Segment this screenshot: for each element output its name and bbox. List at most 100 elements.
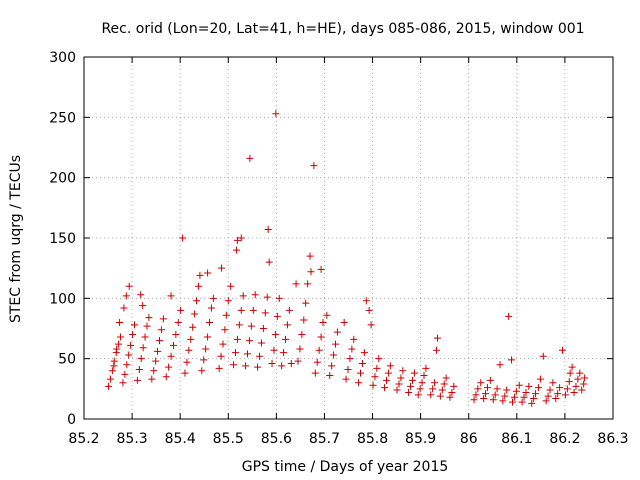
y-tick-label: 100 [49, 291, 76, 307]
y-tick-label: 150 [49, 231, 76, 247]
data-point [566, 369, 574, 377]
data-point [422, 364, 430, 372]
data-point [438, 386, 446, 394]
data-point [157, 326, 165, 334]
data-point [512, 387, 520, 395]
data-point [177, 306, 185, 314]
data-point [221, 326, 229, 334]
data-point [518, 398, 526, 406]
data-point [294, 357, 302, 365]
x-tick-label: 85.7 [309, 431, 340, 447]
data-point [167, 292, 175, 300]
data-point [167, 352, 175, 360]
data-point [395, 380, 403, 388]
data-point [386, 362, 394, 370]
data-point [384, 369, 392, 377]
data-point [165, 363, 173, 371]
data-point [121, 370, 129, 378]
data-point [552, 394, 560, 402]
data-point [382, 376, 390, 384]
data-point [139, 344, 147, 352]
data-point [369, 381, 377, 389]
data-point [159, 315, 167, 323]
data-point [189, 323, 197, 331]
data-point [237, 306, 245, 314]
data-point [310, 162, 318, 170]
data-point [570, 388, 578, 396]
data-point [367, 321, 375, 329]
data-point [108, 367, 116, 375]
data-point [185, 346, 193, 354]
data-point [371, 373, 379, 381]
data-point [530, 394, 538, 402]
data-point [169, 341, 177, 349]
data-point [525, 382, 533, 390]
data-point [544, 392, 552, 400]
data-point [410, 369, 418, 377]
data-point [304, 280, 312, 288]
data-point [503, 386, 511, 394]
x-tick-label: 86.1 [501, 431, 532, 447]
data-point [381, 384, 389, 392]
data-point [152, 357, 160, 365]
data-point [233, 335, 241, 343]
data-point [125, 282, 133, 290]
data-point [196, 271, 204, 279]
y-axis-title: STEC from uqrg / TECUs [8, 155, 24, 323]
data-point [561, 391, 569, 399]
data-point [224, 297, 232, 305]
data-point [496, 361, 504, 369]
data-point [156, 337, 164, 345]
data-point [539, 352, 547, 360]
x-tick-label: 86 [460, 431, 478, 447]
data-point [187, 335, 195, 343]
data-point [200, 356, 208, 364]
data-point [546, 386, 554, 394]
data-point [154, 347, 162, 355]
data-point [245, 337, 253, 345]
data-point [333, 328, 341, 336]
data-point [578, 386, 586, 394]
data-point [493, 385, 501, 393]
data-point [191, 310, 199, 318]
data-point [254, 363, 262, 371]
data-point [174, 318, 182, 326]
data-point [563, 385, 571, 393]
data-point [446, 393, 454, 401]
data-point [227, 282, 235, 290]
data-point [204, 269, 212, 277]
data-point [275, 294, 283, 302]
data-point [231, 349, 239, 357]
data-point [520, 393, 528, 401]
data-point [418, 379, 426, 387]
x-tick-label: 86.2 [549, 431, 580, 447]
data-point [265, 258, 273, 266]
data-point [120, 304, 128, 312]
grid-lines [84, 57, 613, 419]
data-point [505, 312, 513, 320]
x-tick-label: 85.4 [165, 431, 196, 447]
data-point [233, 236, 241, 244]
data-point [139, 302, 147, 310]
data-point [433, 334, 441, 342]
y-tick-label: 250 [49, 110, 76, 126]
data-point [348, 345, 356, 353]
data-point [450, 382, 458, 390]
data-point [256, 352, 264, 360]
data-point [222, 311, 230, 319]
axis-ticks: 85.2 85.3 85.4 85.5 85.6 85.7 85.8 85.9 86 86.1 86… [49, 50, 628, 447]
data-point [442, 374, 450, 382]
data-point [183, 358, 191, 366]
y-tick-label: 0 [67, 412, 76, 428]
data-point [486, 376, 494, 384]
data-point [215, 364, 223, 372]
data-point [235, 321, 243, 329]
data-point [480, 394, 488, 402]
data-point [251, 291, 259, 299]
x-axis-title: GPS time / Days of year 2015 [242, 459, 449, 475]
data-point [125, 351, 133, 359]
data-point [393, 386, 401, 394]
data-point [482, 390, 490, 398]
data-point [257, 339, 265, 347]
data-point [117, 333, 125, 341]
